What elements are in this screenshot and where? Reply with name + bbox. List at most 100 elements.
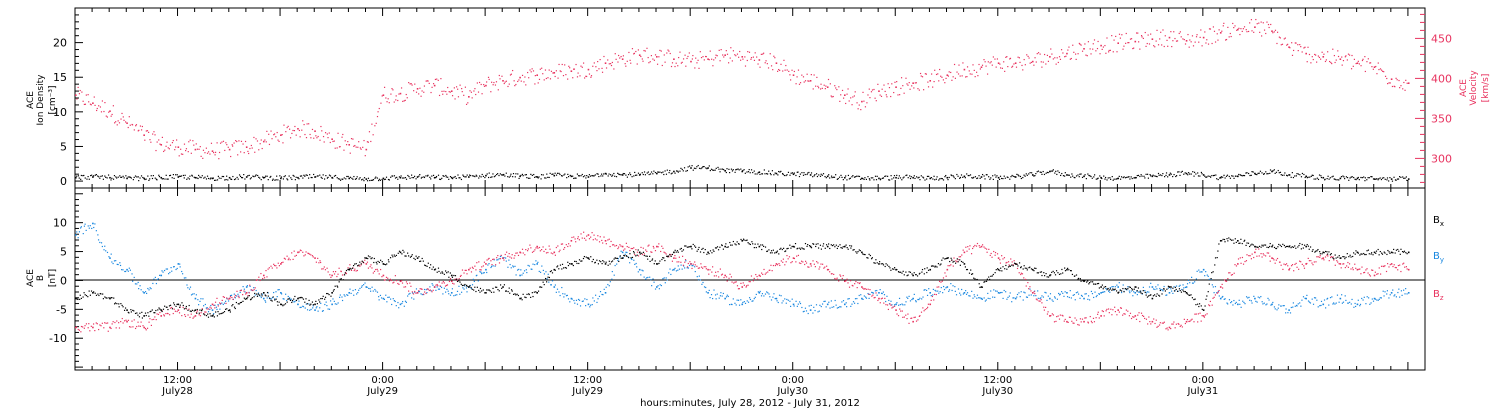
by-point-trace (440, 286, 443, 289)
velocity-point-trace (317, 135, 319, 138)
density-point-trace (629, 174, 632, 176)
density-point (1014, 176, 1017, 178)
by-point (741, 303, 744, 306)
density-point-trace (670, 173, 672, 175)
by-point-trace (989, 297, 991, 300)
velocity-point-trace (572, 77, 574, 79)
density-point-trace (140, 175, 143, 177)
velocity-point-trace (817, 85, 819, 87)
velocity-point-trace (494, 84, 497, 86)
by-point-trace (954, 290, 956, 292)
by-point-trace (666, 279, 668, 281)
bz-point-trace (1018, 272, 1020, 274)
velocity-point-trace (454, 98, 456, 100)
velocity-point-trace (1184, 43, 1187, 45)
density-point-trace (944, 176, 946, 178)
density-point-trace (1081, 176, 1084, 179)
bx-point-trace (201, 309, 203, 311)
bz-point-trace (492, 258, 494, 261)
bz-point-trace (945, 275, 947, 277)
velocity-point-trace (1174, 37, 1176, 40)
bz-point-trace (769, 269, 771, 271)
velocity-point-trace (483, 85, 486, 87)
bz-point-trace (338, 267, 340, 269)
velocity-point-trace (1272, 32, 1274, 34)
density-point-trace (840, 174, 842, 176)
by-point-trace (237, 293, 239, 295)
velocity-point-trace (637, 49, 639, 51)
by-point-trace (85, 229, 87, 232)
velocity-point-trace (541, 67, 543, 69)
velocity-point-trace (430, 91, 432, 94)
density-point-trace (476, 175, 478, 177)
density-point-trace (1075, 175, 1078, 177)
velocity-point-trace (415, 91, 418, 93)
velocity-point-trace (658, 56, 660, 58)
velocity-point-trace (824, 88, 826, 90)
velocity-point-trace (334, 147, 336, 149)
bz-point-trace (128, 326, 131, 328)
bx-point-trace (343, 274, 346, 276)
density-point-trace (1004, 177, 1006, 179)
velocity-point-trace (206, 152, 209, 154)
velocity-point-trace (663, 54, 665, 56)
density-point-trace (1262, 173, 1265, 175)
by-point-trace (1345, 299, 1347, 302)
density-point-trace (200, 176, 202, 179)
bz-point-trace (797, 254, 800, 257)
bz-point-trace (231, 296, 233, 299)
by-point-trace (316, 306, 318, 308)
bz-point-trace (1090, 320, 1093, 322)
by-point-trace (1341, 294, 1343, 296)
velocity-point-trace (774, 57, 776, 59)
bz-point (570, 240, 573, 242)
velocity-point-trace (995, 66, 997, 68)
bz-point-trace (607, 239, 609, 241)
by-point-trace (1267, 297, 1269, 299)
by-point-trace (959, 292, 961, 294)
velocity-point-trace (554, 75, 556, 78)
velocity-point-trace (1306, 61, 1308, 63)
density-point-trace (1348, 179, 1350, 181)
bx-point-trace (291, 301, 293, 304)
bz-point-trace (1235, 265, 1238, 267)
bz-point-trace (1097, 313, 1099, 315)
velocity-point-trace (129, 124, 131, 126)
by-point-trace (244, 291, 246, 293)
by-point-trace (930, 295, 932, 297)
velocity-point-trace (96, 107, 98, 110)
density-point-trace (405, 178, 408, 180)
bz-point-trace (824, 266, 826, 268)
by-point-trace (652, 278, 654, 280)
by-point-trace (321, 310, 324, 312)
velocity-point-trace (1198, 41, 1200, 43)
velocity-point-trace (247, 150, 249, 153)
bz-point (297, 251, 299, 254)
bz-point-trace (1392, 265, 1394, 268)
by-point-trace (680, 264, 682, 266)
bz-point-trace (1240, 262, 1242, 264)
density-point-trace (404, 176, 407, 179)
by-point-trace (978, 297, 980, 299)
bx-point-trace (340, 278, 342, 280)
velocity-point-trace (1081, 50, 1084, 52)
bz-point-trace (1188, 320, 1190, 323)
density-point-trace (207, 177, 210, 180)
bz-point-trace (1393, 264, 1395, 266)
density-point-trace (1207, 175, 1209, 177)
density-point-trace (82, 175, 84, 177)
by-point-trace (1178, 285, 1180, 287)
velocity-point-trace (722, 54, 724, 56)
by-point-trace (754, 296, 756, 298)
bz-point-trace (820, 263, 822, 265)
density-point-trace (1353, 176, 1355, 179)
bz-point-trace (940, 281, 942, 283)
bx-point-trace (168, 305, 171, 307)
velocity-point-trace (815, 85, 817, 87)
velocity-point-trace (952, 76, 954, 78)
velocity-point-trace (150, 141, 152, 143)
velocity-point-trace (1172, 40, 1174, 42)
density-point-trace (916, 176, 918, 178)
density-point-trace (888, 179, 890, 181)
by-point-trace (304, 307, 306, 309)
